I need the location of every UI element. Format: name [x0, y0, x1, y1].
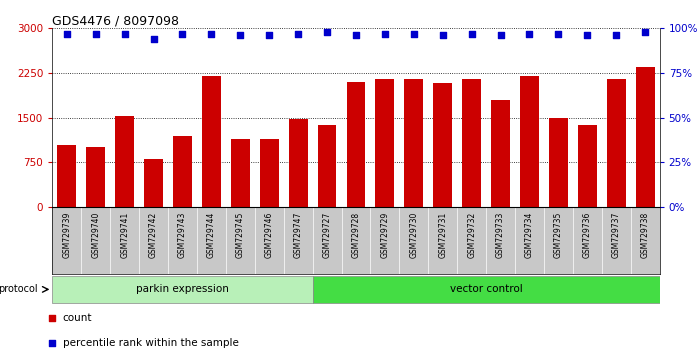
- Text: GSM729744: GSM729744: [207, 212, 216, 258]
- Text: GSM729739: GSM729739: [62, 212, 71, 258]
- Bar: [173, 136, 192, 207]
- Point: [495, 33, 506, 38]
- Bar: [636, 67, 655, 207]
- Text: GSM729737: GSM729737: [611, 212, 621, 258]
- Point: [524, 31, 535, 36]
- Bar: [404, 79, 423, 207]
- Point: [47, 315, 58, 321]
- Text: GSM729745: GSM729745: [236, 212, 245, 258]
- Point: [206, 31, 217, 36]
- Point: [61, 31, 73, 36]
- Bar: [607, 79, 625, 207]
- Bar: [260, 138, 279, 207]
- Text: GDS4476 / 8097098: GDS4476 / 8097098: [52, 14, 179, 27]
- Bar: [313, 276, 660, 303]
- Point: [408, 31, 419, 36]
- Point: [148, 36, 159, 42]
- Text: GSM729734: GSM729734: [525, 212, 534, 258]
- Text: GSM729728: GSM729728: [352, 212, 360, 258]
- Point: [639, 29, 651, 35]
- Bar: [144, 159, 163, 207]
- Bar: [520, 76, 539, 207]
- Bar: [231, 138, 250, 207]
- Text: parkin expression: parkin expression: [136, 284, 229, 295]
- Bar: [115, 116, 134, 207]
- Text: GSM729746: GSM729746: [265, 212, 274, 258]
- Bar: [87, 148, 105, 207]
- Text: GSM729732: GSM729732: [467, 212, 476, 258]
- Point: [611, 33, 622, 38]
- Point: [235, 33, 246, 38]
- Bar: [318, 125, 336, 207]
- Text: GSM729736: GSM729736: [583, 212, 592, 258]
- Bar: [462, 79, 481, 207]
- Point: [437, 33, 448, 38]
- Bar: [57, 144, 76, 207]
- Bar: [549, 118, 567, 207]
- Bar: [491, 100, 510, 207]
- Bar: [376, 79, 394, 207]
- Point: [177, 31, 188, 36]
- Text: GSM729729: GSM729729: [380, 212, 389, 258]
- Point: [466, 31, 477, 36]
- Point: [553, 31, 564, 36]
- Point: [350, 33, 362, 38]
- Bar: [289, 120, 308, 207]
- Text: GSM729730: GSM729730: [409, 212, 418, 258]
- Text: GSM729733: GSM729733: [496, 212, 505, 258]
- Text: GSM729743: GSM729743: [178, 212, 187, 258]
- Text: GSM729738: GSM729738: [641, 212, 650, 258]
- Point: [322, 29, 333, 35]
- Point: [264, 33, 275, 38]
- Text: GSM729741: GSM729741: [120, 212, 129, 258]
- Point: [581, 33, 593, 38]
- Point: [119, 31, 131, 36]
- Text: GSM729742: GSM729742: [149, 212, 158, 258]
- Text: percentile rank within the sample: percentile rank within the sample: [63, 338, 239, 348]
- Text: GSM729747: GSM729747: [294, 212, 303, 258]
- Point: [90, 31, 101, 36]
- Text: GSM729727: GSM729727: [322, 212, 332, 258]
- Point: [292, 31, 304, 36]
- Bar: [433, 83, 452, 207]
- Text: GSM729740: GSM729740: [91, 212, 101, 258]
- Bar: [347, 82, 365, 207]
- Text: GSM729735: GSM729735: [554, 212, 563, 258]
- Text: protocol: protocol: [0, 284, 38, 295]
- Bar: [202, 76, 221, 207]
- Text: count: count: [63, 313, 92, 323]
- Point: [47, 340, 58, 346]
- Text: vector control: vector control: [450, 284, 523, 295]
- Text: GSM729731: GSM729731: [438, 212, 447, 258]
- Point: [379, 31, 390, 36]
- Bar: [578, 125, 597, 207]
- Bar: [52, 276, 313, 303]
